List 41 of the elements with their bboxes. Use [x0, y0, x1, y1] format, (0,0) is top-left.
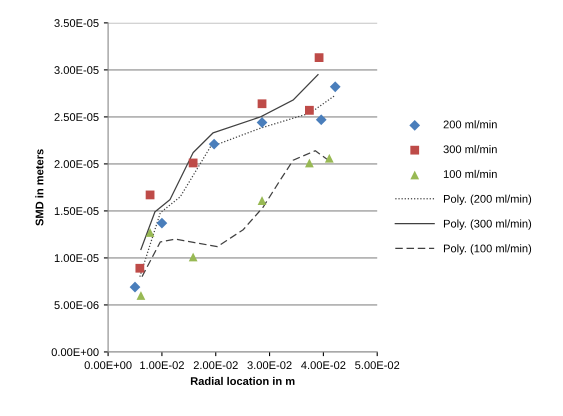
- point: [188, 158, 198, 168]
- legend-label: 300 ml/min: [443, 145, 497, 154]
- point: [305, 106, 314, 115]
- x-axis-title: Radial location in m: [190, 376, 294, 386]
- y-tick-label: 3.50E-05: [54, 19, 99, 28]
- point: [208, 138, 220, 150]
- point: [314, 53, 324, 62]
- point: [324, 154, 334, 163]
- point: [256, 117, 268, 128]
- point: [258, 99, 266, 108]
- y-tick-label: 2.00E-05: [54, 160, 99, 168]
- point: [136, 291, 146, 300]
- point: [146, 228, 154, 237]
- point: [156, 218, 168, 229]
- line-series: [140, 74, 319, 250]
- x-tick-label: 5.00E-02: [355, 361, 400, 370]
- y-tick-label: 1.50E-05: [54, 207, 99, 216]
- legend-label: 200 ml/min: [444, 120, 497, 128]
- point: [258, 196, 266, 205]
- x-tick-label: 2.00E-02: [194, 361, 238, 370]
- point: [305, 158, 314, 168]
- point: [135, 264, 144, 273]
- x-tick-label: 0.00E+00: [84, 361, 132, 370]
- x-tick-label: 1.00E-02: [140, 361, 184, 370]
- legend-label: Poly. (100 ml/min): [444, 244, 532, 255]
- y-tick-label: 1.00E-05: [54, 254, 99, 262]
- x-tick-label: 4.00E-02: [301, 361, 346, 370]
- point: [130, 282, 140, 292]
- y-tick-label: 0.00E+00: [52, 348, 99, 356]
- y-tick-label: 5.00E-06: [54, 301, 99, 310]
- point: [188, 252, 198, 262]
- x-tick-label: 3.00E-02: [247, 361, 292, 370]
- y-tick-label: 2.50E-05: [54, 113, 99, 122]
- legend-label: Poly. (200 ml/min): [444, 194, 532, 205]
- point: [330, 81, 341, 92]
- legend-label: 100 ml/min: [444, 170, 497, 178]
- legend-label: Poly. (300 ml/min): [444, 219, 532, 230]
- point: [146, 190, 154, 200]
- y-axis-title: SMD in meters: [35, 149, 44, 226]
- point: [316, 114, 327, 126]
- y-tick-label: 3.00E-05: [54, 66, 99, 74]
